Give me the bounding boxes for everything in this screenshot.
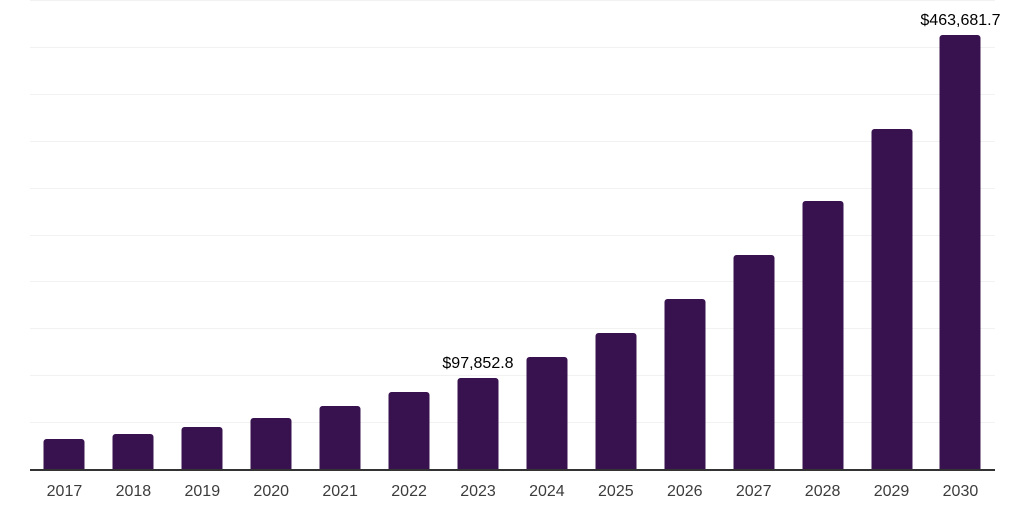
bar-2030 bbox=[939, 35, 981, 470]
bar-column-2030: $463,681.7 bbox=[920, 0, 1000, 470]
bar-2024 bbox=[526, 357, 568, 470]
data-label-2030: $463,681.7 bbox=[920, 12, 1001, 30]
x-tick-2017: 2017 bbox=[46, 483, 83, 500]
bar-2025 bbox=[595, 332, 637, 470]
x-tick-2030: 2030 bbox=[942, 483, 979, 500]
bar-2028 bbox=[802, 201, 844, 470]
bar-2019 bbox=[181, 427, 223, 470]
bar-column-2019 bbox=[168, 0, 237, 470]
bar-column-2028 bbox=[788, 0, 857, 470]
x-tick-2021: 2021 bbox=[322, 483, 358, 500]
bar-column-2026 bbox=[650, 0, 719, 470]
bar-columns: $97,852.8 $463,681.7 bbox=[30, 0, 1000, 470]
x-axis-line bbox=[30, 469, 995, 471]
bar-2018 bbox=[112, 434, 154, 470]
bar-2017 bbox=[43, 439, 85, 470]
x-tick-2028: 2028 bbox=[804, 483, 841, 500]
x-tick-2024: 2024 bbox=[529, 483, 565, 500]
gridline bbox=[30, 187, 995, 189]
bar-2026 bbox=[664, 299, 706, 470]
x-tick-2025: 2025 bbox=[598, 483, 634, 500]
x-tick-2023: 2023 bbox=[460, 483, 496, 500]
x-tick-2027: 2027 bbox=[735, 483, 772, 500]
bar-column-2025 bbox=[581, 0, 650, 470]
bar-column-2027 bbox=[719, 0, 788, 470]
bar-2020 bbox=[250, 417, 292, 470]
gridline bbox=[30, 234, 995, 236]
x-tick-2020: 2020 bbox=[253, 483, 290, 500]
gridline bbox=[30, 328, 995, 330]
bar-column-2017 bbox=[30, 0, 99, 470]
gridline bbox=[30, 0, 995, 1]
bar-column-2024 bbox=[512, 0, 581, 470]
bar-2022 bbox=[388, 392, 430, 470]
gridline bbox=[30, 281, 995, 283]
x-axis-labels: 2017 2018 2019 2020 2021 2022 2023 2024 2025 2026… bbox=[30, 483, 995, 501]
x-tick-2026: 2026 bbox=[666, 483, 703, 500]
bar-2023 bbox=[457, 378, 499, 470]
bar-column-2029 bbox=[857, 0, 926, 470]
bar-column-2018 bbox=[99, 0, 168, 470]
gridline bbox=[30, 140, 995, 142]
bar-column-2023: $97,852.8 bbox=[442, 0, 514, 470]
gridline bbox=[30, 375, 995, 377]
x-tick-2019: 2019 bbox=[184, 483, 221, 500]
plot-area: $97,852.8 $463,681.7 bbox=[30, 0, 1000, 470]
x-tick-2018: 2018 bbox=[115, 483, 152, 500]
bar-2027 bbox=[733, 255, 775, 470]
bar-2029 bbox=[871, 129, 913, 470]
data-label-2023: $97,852.8 bbox=[442, 355, 514, 373]
bar-column-2022 bbox=[375, 0, 444, 470]
bar-column-2020 bbox=[237, 0, 306, 470]
gridline bbox=[30, 422, 995, 424]
gridline bbox=[30, 93, 995, 95]
bar-column-2021 bbox=[306, 0, 375, 470]
gridline bbox=[30, 46, 995, 48]
x-tick-2029: 2029 bbox=[873, 483, 910, 500]
bar-2021 bbox=[319, 405, 361, 470]
x-tick-2022: 2022 bbox=[391, 483, 427, 500]
